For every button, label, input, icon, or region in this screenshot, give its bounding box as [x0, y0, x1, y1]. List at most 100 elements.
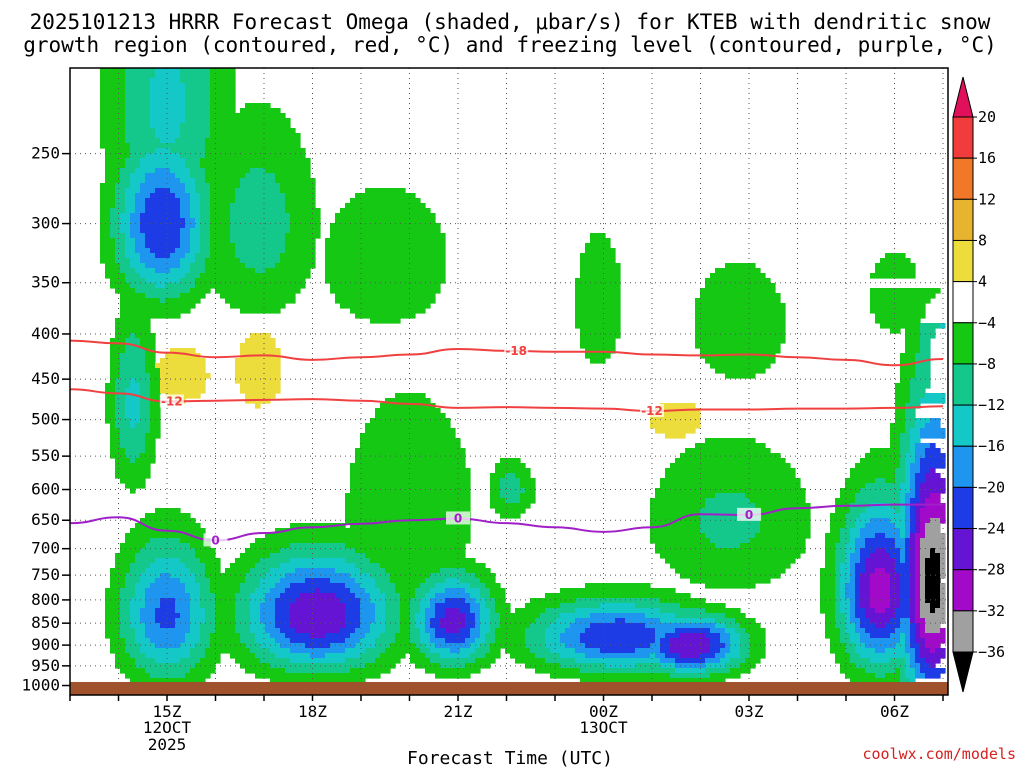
omega-cell: [190, 268, 206, 274]
omega-cell: [265, 573, 286, 579]
omega-cell: [190, 288, 211, 294]
omega-cell: [920, 623, 926, 629]
omega-cell: [275, 613, 291, 619]
omega-cell: [210, 188, 236, 194]
omega-cell: [185, 113, 211, 119]
omega-cell: [135, 458, 156, 464]
omega-cell: [475, 573, 496, 579]
omega-cell: [415, 613, 426, 619]
omega-cell: [250, 333, 271, 339]
omega-cell: [845, 588, 856, 594]
omega-cell: [355, 578, 376, 584]
omega-cell: [925, 568, 941, 574]
omega-cell: [125, 98, 151, 104]
omega-cell: [130, 383, 141, 389]
omega-cell: [150, 193, 176, 199]
omega-cell: [110, 343, 126, 349]
omega-cell: [905, 343, 921, 349]
omega-cell: [825, 563, 836, 569]
omega-cell: [345, 508, 471, 514]
omega-cell: [250, 598, 266, 604]
omega-cell: [845, 543, 856, 549]
omega-cell: [205, 168, 251, 174]
omega-cell: [145, 263, 181, 269]
omega-cell: [920, 548, 931, 554]
omega-cell: [140, 183, 186, 189]
omega-cell: [575, 288, 621, 294]
omega-cell: [325, 243, 446, 249]
omega-cell: [885, 478, 896, 484]
omega-cell: [435, 643, 471, 649]
y-tick-label: 300: [31, 214, 60, 233]
omega-cell: [920, 528, 926, 534]
omega-cell: [745, 658, 761, 664]
omega-cell: [925, 598, 941, 604]
omega-cell: [920, 628, 926, 634]
omega-cell: [105, 598, 121, 604]
omega-cell: [660, 643, 671, 649]
omega-cell: [180, 128, 211, 134]
omega-cell: [140, 548, 196, 554]
omega-cell: [365, 423, 451, 429]
omega-cell: [180, 233, 191, 239]
omega-cell: [140, 273, 186, 279]
omega-cell: [870, 633, 891, 639]
omega-cell: [910, 503, 916, 509]
omega-cell: [920, 648, 931, 654]
omega-cell: [875, 268, 916, 274]
omega-cell: [890, 633, 901, 639]
omega-cell: [370, 598, 386, 604]
omega-cell: [160, 598, 176, 604]
omega-cell: [120, 618, 131, 624]
omega-cell: [135, 288, 191, 294]
omega-cell: [415, 593, 426, 599]
omega-cell: [400, 628, 411, 634]
omega-cell: [920, 543, 946, 549]
omega-cell: [135, 593, 146, 599]
omega-cell: [145, 448, 156, 454]
omega-cell: [850, 658, 871, 664]
omega-cell: [705, 668, 731, 674]
omega-cell: [845, 648, 856, 654]
omega-cell: [140, 388, 151, 394]
omega-cell: [495, 638, 526, 644]
omega-cell: [920, 668, 946, 674]
omega-cell: [915, 548, 921, 554]
omega-cell: [180, 153, 206, 159]
omega-cell: [205, 613, 216, 619]
omega-cell: [140, 228, 181, 234]
omega-cell: [345, 638, 361, 644]
omega-cell: [420, 608, 426, 614]
omega-cell: [925, 578, 941, 584]
omega-cell: [545, 608, 576, 614]
omega-cell: [415, 663, 441, 669]
omega-cell: [125, 278, 146, 284]
omega-cell: [880, 323, 921, 329]
omega-cell: [115, 393, 126, 399]
omega-cell: [930, 468, 936, 474]
omega-cell: [870, 578, 891, 584]
omega-cell: [105, 393, 116, 399]
omega-cell: [925, 478, 946, 484]
omega-cell: [150, 383, 161, 389]
omega-cell: [495, 603, 511, 609]
omega-cell: [395, 393, 426, 399]
omega-cell: [430, 603, 436, 609]
omega-cell: [840, 598, 851, 604]
omega-cell: [210, 68, 236, 74]
omega-cell: [530, 623, 551, 629]
omega-cell: [850, 553, 861, 559]
omega-cell: [120, 548, 141, 554]
omega-cell: [885, 568, 896, 574]
omega-cell: [590, 358, 606, 364]
omega-cell: [185, 183, 196, 189]
omega-cell: [200, 208, 211, 214]
omega-cell: [495, 508, 526, 514]
omega-cell: [485, 598, 496, 604]
omega-cell: [825, 548, 836, 554]
omega-cell: [835, 563, 841, 569]
omega-cell: [530, 648, 551, 654]
omega-cell: [570, 623, 591, 629]
omega-cell: [820, 573, 836, 579]
omega-cell: [920, 428, 946, 434]
